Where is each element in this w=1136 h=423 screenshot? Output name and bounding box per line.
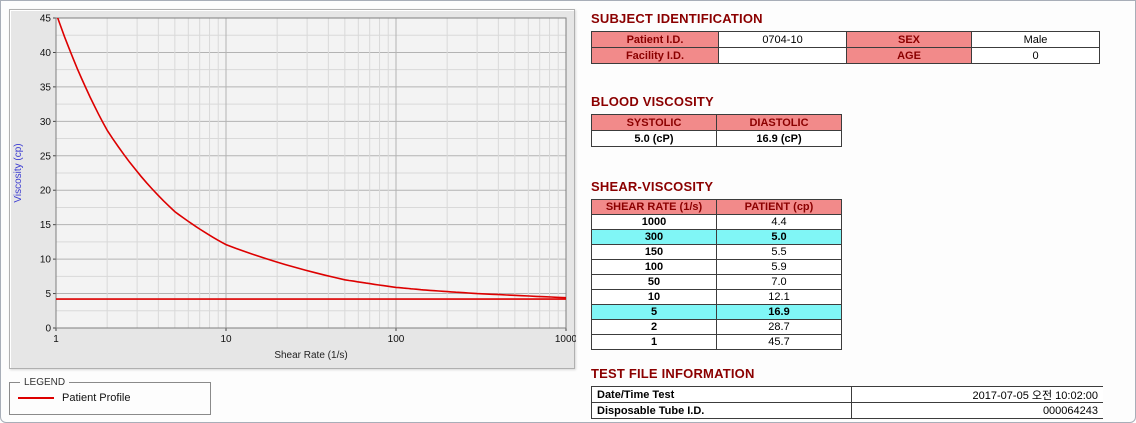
systolic-header-cell: SYSTOLIC <box>591 114 716 130</box>
shear-rate-cell: 100 <box>591 259 716 274</box>
svg-text:100: 100 <box>388 334 405 345</box>
sex-value-cell: Male <box>971 31 1099 47</box>
shear-viscosity-title: SHEAR-VISCOSITY <box>591 179 714 194</box>
patient-value-cell: 5.5 <box>716 244 841 259</box>
svg-text:40: 40 <box>40 48 52 59</box>
age-label-cell: AGE <box>846 47 971 63</box>
svg-text:Viscosity (cp): Viscosity (cp) <box>13 143 24 202</box>
svg-text:35: 35 <box>40 82 52 93</box>
diastolic-value-cell: 16.9 (cP) <box>716 130 841 146</box>
tube-id-label-cell: Disposable Tube I.D. <box>591 402 851 418</box>
patient-profile-line-swatch <box>18 397 54 399</box>
subject-identification-table: Patient I.D. 0704-10 SEX Male Facility I… <box>591 31 1100 64</box>
subject-identification-title: SUBJECT IDENTIFICATION <box>591 11 763 26</box>
patient-cp-header-cell: PATIENT (cp) <box>716 199 841 214</box>
patient-value-cell: 5.9 <box>716 259 841 274</box>
facility-id-value-cell <box>718 47 846 63</box>
chart-legend: LEGEND Patient Profile <box>9 377 211 415</box>
patient-value-cell: 16.9 <box>716 304 841 319</box>
sex-label-cell: SEX <box>846 31 971 47</box>
shear-rate-cell: 10 <box>591 289 716 304</box>
shear-rate-cell: 2 <box>591 319 716 334</box>
svg-text:10: 10 <box>220 334 232 345</box>
blood-viscosity-title: BLOOD VISCOSITY <box>591 94 714 109</box>
patient-value-cell: 5.0 <box>716 229 841 244</box>
legend-entry: Patient Profile <box>18 392 202 404</box>
patient-value-cell: 4.4 <box>716 214 841 229</box>
viscosity-chart: 0 5 10 15 20 25 30 35 40 45 1 10 100 1000 Shear Rate (… <box>13 14 576 362</box>
shear-rate-cell: 1 <box>591 334 716 349</box>
svg-text:Shear Rate (1/s): Shear Rate (1/s) <box>274 350 347 361</box>
shear-rate-cell: 300 <box>591 229 716 244</box>
datetime-label-cell: Date/Time Test <box>591 386 851 402</box>
shear-viscosity-table: SHEAR RATE (1/s) PATIENT (cp) 1000 4.4 3… <box>591 199 842 350</box>
svg-text:0: 0 <box>45 324 51 335</box>
patient-value-cell: 28.7 <box>716 319 841 334</box>
shear-rate-cell: 1000 <box>591 214 716 229</box>
blood-viscosity-table: SYSTOLIC DIASTOLIC 5.0 (cP) 16.9 (cP) <box>591 114 842 147</box>
patient-value-cell: 7.0 <box>716 274 841 289</box>
patient-value-cell: 12.1 <box>716 289 841 304</box>
shear-rate-header-cell: SHEAR RATE (1/s) <box>591 199 716 214</box>
legend-title: LEGEND <box>24 377 66 388</box>
shear-rate-cell: 5 <box>591 304 716 319</box>
age-value-cell: 0 <box>971 47 1099 63</box>
tube-id-value-cell: 000064243 <box>851 402 1103 418</box>
report-details-column: SUBJECT IDENTIFICATION Patient I.D. 0704… <box>591 1 1105 419</box>
svg-text:1: 1 <box>53 334 59 345</box>
svg-text:25: 25 <box>40 151 52 162</box>
viscosity-chart-panel: 0 5 10 15 20 25 30 35 40 45 1 10 100 1000 Shear Rate (… <box>9 9 576 369</box>
legend-series-label: Patient Profile <box>62 392 131 404</box>
systolic-value-cell: 5.0 (cP) <box>591 130 716 146</box>
svg-text:30: 30 <box>40 117 52 128</box>
patient-value-cell: 45.7 <box>716 334 841 349</box>
shear-rate-cell: 50 <box>591 274 716 289</box>
svg-text:15: 15 <box>40 220 52 231</box>
svg-text:45: 45 <box>40 14 52 25</box>
svg-text:10: 10 <box>40 255 52 266</box>
diastolic-header-cell: DIASTOLIC <box>716 114 841 130</box>
svg-text:5: 5 <box>45 289 51 300</box>
test-file-information-table: Date/Time Test 2017-07-05 오전 10:02:00 Di… <box>591 386 1103 419</box>
facility-id-label-cell: Facility I.D. <box>591 47 718 63</box>
test-file-information-title: TEST FILE INFORMATION <box>591 366 755 381</box>
svg-text:20: 20 <box>40 186 52 197</box>
svg-text:1000: 1000 <box>555 334 576 345</box>
patient-id-value-cell: 0704-10 <box>718 31 846 47</box>
datetime-value-cell: 2017-07-05 오전 10:02:00 <box>851 386 1103 402</box>
patient-id-label-cell: Patient I.D. <box>591 31 718 47</box>
shear-rate-cell: 150 <box>591 244 716 259</box>
